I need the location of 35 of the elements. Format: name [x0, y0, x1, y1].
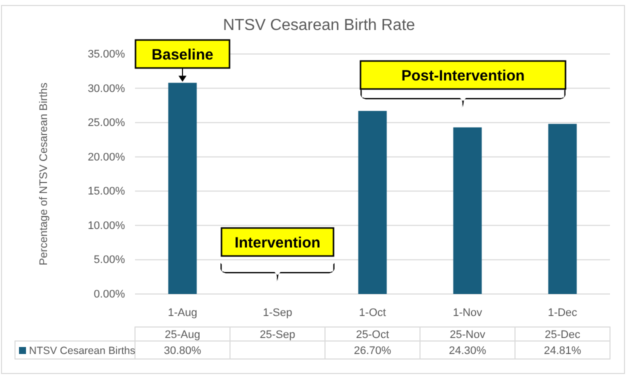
annotation: Intervention: [234, 234, 320, 252]
x-tick-label: 1-Aug: [168, 306, 198, 319]
y-tick-label: 35.00%: [88, 48, 126, 61]
y-tick-label: 10.00%: [88, 220, 126, 232]
bar: [168, 82, 197, 294]
annotation: Baseline: [152, 46, 214, 64]
x-tick-label: 1-Dec: [548, 306, 578, 319]
x-tick-label: 1-Oct: [359, 306, 386, 319]
y-tick-label: 30.00%: [88, 82, 126, 95]
legend-label: NTSV Cesarean Births: [29, 345, 136, 357]
data-label: 26.70%: [354, 345, 392, 357]
data-label: 24.30%: [448, 345, 486, 357]
callout-box: Baseline: [134, 39, 230, 69]
y-axis-title: Percentage of NTSV Cesarean Births: [38, 82, 50, 266]
bar: [358, 110, 387, 294]
y-tick-label: 20.00%: [88, 151, 126, 164]
text: 25-Aug: [164, 329, 200, 341]
callout-box: Post-Intervention: [360, 60, 566, 90]
chart-title: NTSV Cesarean Birth Rate: [222, 17, 416, 34]
bar: [548, 124, 577, 294]
x-tick-label: 1-Nov: [452, 306, 483, 319]
annotation: Post-Intervention: [401, 67, 525, 84]
text: 25-Sep: [260, 329, 296, 341]
y-tick-label: 15.00%: [88, 186, 126, 198]
bar: [453, 127, 482, 294]
x-tick-label: 1-Sep: [262, 306, 292, 319]
y-tick-label: 25.00%: [88, 117, 126, 130]
text: 25-Nov: [450, 329, 486, 341]
y-tick-label: 5.00%: [94, 254, 126, 266]
y-tick-label: 0.00%: [94, 288, 126, 301]
data-label: 30.80%: [164, 345, 202, 357]
data-label: 24.81%: [544, 345, 582, 357]
callout-box: Intervention: [220, 227, 334, 257]
text: 25-Dec: [544, 329, 581, 341]
text: 25-Oct: [356, 329, 390, 341]
